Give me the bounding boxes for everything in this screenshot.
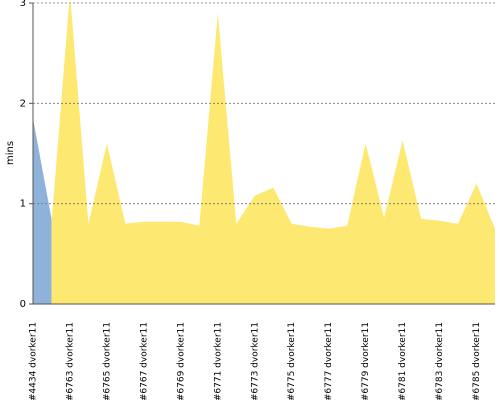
area bbox=[51, 3, 495, 304]
x-tick-label: #6767 dvorker11 bbox=[139, 322, 149, 400]
x-tick-label: #6765 dvorker11 bbox=[102, 322, 112, 400]
x-tick-label: #6773 dvorker11 bbox=[250, 322, 260, 400]
y-tick-label: 2 bbox=[20, 98, 26, 109]
y-tick-label: 1 bbox=[20, 199, 26, 210]
plot-area bbox=[33, 3, 495, 304]
x-tick-label: #4434 dvorker11 bbox=[29, 322, 39, 400]
x-tick-label: #6769 dvorker11 bbox=[176, 322, 186, 400]
x-tick-label: #6777 dvorker11 bbox=[324, 322, 334, 400]
x-tick-label: #6763 dvorker11 bbox=[65, 322, 75, 400]
y-tick-label: 3 bbox=[20, 0, 26, 9]
y-axis-label: mins bbox=[5, 141, 16, 165]
x-tick-label: #6785 dvorker11 bbox=[472, 322, 482, 400]
y-tick-label: 0 bbox=[20, 299, 26, 310]
x-tick-label: #6775 dvorker11 bbox=[287, 322, 297, 400]
area bbox=[33, 118, 52, 304]
x-tick-label: #6771 dvorker11 bbox=[213, 322, 223, 400]
x-tick-label: #6781 dvorker11 bbox=[398, 322, 408, 400]
x-tick-label: #6779 dvorker11 bbox=[361, 322, 371, 400]
x-tick-label: #6783 dvorker11 bbox=[435, 322, 445, 400]
